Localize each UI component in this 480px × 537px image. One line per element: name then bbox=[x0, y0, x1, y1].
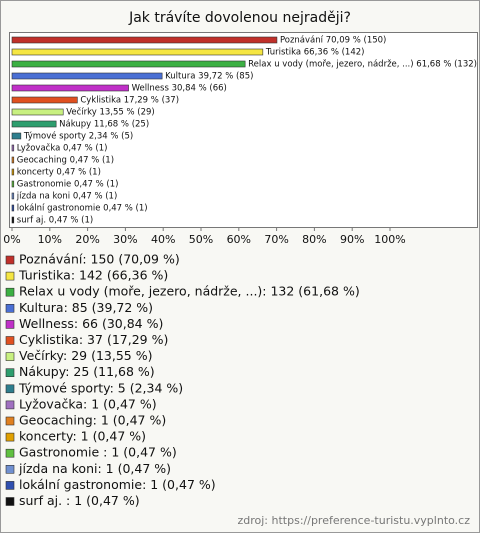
x-tick-label: 10% bbox=[38, 233, 62, 246]
legend-label: Večírky: 29 (13,55 %) bbox=[19, 348, 153, 363]
legend-swatch bbox=[5, 287, 15, 297]
bar-label: Nákupy 11,68 % (25) bbox=[59, 120, 149, 130]
legend-label: Nákupy: 25 (11,68 %) bbox=[19, 364, 155, 379]
bar-label: koncerty 0,47 % (1) bbox=[17, 168, 101, 178]
legend-label: koncerty: 1 (0,47 %) bbox=[19, 429, 146, 444]
legend-label: lokální gastronomie: 1 (0,47 %) bbox=[19, 477, 216, 492]
bar-label: Kultura 39,72 % (85) bbox=[165, 72, 253, 82]
legend-label: jízda na koni: 1 (0,47 %) bbox=[18, 461, 171, 476]
legend-swatch bbox=[5, 384, 15, 394]
legend-swatch bbox=[5, 432, 15, 442]
legend-swatch bbox=[5, 416, 15, 426]
bar-label: Gastronomie 0,47 % (1) bbox=[17, 180, 119, 190]
bar-label: Týmové sporty 2,34 % (5) bbox=[23, 131, 133, 142]
bar bbox=[11, 168, 15, 176]
legend-swatch bbox=[5, 303, 15, 313]
legend-label: Relax u vody (moře, jezero, nádrže, ...)… bbox=[19, 284, 360, 299]
bar bbox=[11, 156, 15, 164]
legend-label: Kultura: 85 (39,72 %) bbox=[19, 300, 153, 315]
x-tick-label: 100% bbox=[374, 233, 405, 246]
bar-label: Poznávání 70,09 % (150) bbox=[280, 36, 386, 46]
legend-swatch bbox=[5, 368, 15, 378]
legend-label: Wellness: 66 (30,84 %) bbox=[19, 316, 163, 331]
x-tick-label: 70% bbox=[264, 233, 288, 246]
x-tick-label: 80% bbox=[302, 233, 326, 246]
legend-swatch bbox=[5, 271, 15, 281]
bar bbox=[11, 96, 78, 104]
bar bbox=[11, 120, 57, 128]
legend-label: Lyžovačka: 1 (0,47 %) bbox=[19, 396, 157, 411]
legend-swatch bbox=[5, 481, 15, 490]
x-tick-label: 50% bbox=[189, 233, 213, 246]
legend-swatch bbox=[5, 448, 15, 458]
chart-title: Jak trávíte dovolenou nejraději? bbox=[128, 10, 351, 26]
legend-label: Týmové sporty: 5 (2,34 %) bbox=[18, 380, 183, 395]
legend-label: Turistika: 142 (66,36 %) bbox=[18, 268, 168, 283]
bar-label: Večírky 13,55 % (29) bbox=[66, 107, 155, 118]
legend-label: Geocaching: 1 (0,47 %) bbox=[19, 413, 166, 428]
legend-label: Cyklistika: 37 (17,29 %) bbox=[19, 332, 168, 347]
bar bbox=[11, 204, 15, 212]
bar bbox=[11, 216, 15, 224]
x-tick-label: 30% bbox=[113, 233, 137, 246]
bar-label: Lyžovačka 0,47 % (1) bbox=[17, 143, 108, 154]
bar bbox=[11, 144, 15, 152]
legend-swatch bbox=[5, 255, 15, 265]
x-tick-label: 0% bbox=[3, 233, 20, 246]
legend-swatch bbox=[5, 352, 15, 361]
bar-label: Relax u vody (moře, jezero, nádrže, ...)… bbox=[248, 60, 477, 70]
x-tick-label: 90% bbox=[340, 233, 364, 246]
x-tick-label: 40% bbox=[151, 233, 175, 246]
bar-label: Turistika 66,36 % (142) bbox=[265, 48, 365, 58]
x-tick-label: 60% bbox=[227, 233, 251, 246]
bar-label: Cyklistika 17,29 % (37) bbox=[80, 96, 179, 106]
bar bbox=[11, 192, 15, 200]
bar-label: Geocaching 0,47 % (1) bbox=[17, 156, 114, 166]
bar bbox=[11, 60, 246, 68]
bar bbox=[11, 48, 264, 56]
bar bbox=[11, 72, 163, 80]
legend-swatch bbox=[5, 497, 15, 506]
source: zdroj: https://preference-turistu.vyplnt… bbox=[237, 514, 470, 527]
bar bbox=[11, 180, 15, 188]
legend-swatch bbox=[5, 464, 15, 474]
bar bbox=[11, 108, 64, 116]
legend-label: surf aj. : 1 (0,47 %) bbox=[19, 493, 140, 508]
bar-label: Wellness 30,84 % (66) bbox=[132, 84, 227, 94]
bar-label: lokální gastronomie 0,47 % (1) bbox=[17, 204, 148, 214]
x-tick-label: 20% bbox=[75, 233, 99, 246]
bar bbox=[11, 84, 129, 92]
legend-label: Poznávání: 150 (70,09 %) bbox=[19, 252, 180, 267]
legend-swatch bbox=[5, 336, 15, 345]
legend-label: Gastronomie : 1 (0,47 %) bbox=[19, 445, 177, 460]
bar-label: surf aj. 0,47 % (1) bbox=[17, 216, 93, 226]
legend-swatch bbox=[5, 320, 15, 329]
bar bbox=[11, 132, 22, 140]
bar-label: jízda na koni 0,47 % (1) bbox=[16, 192, 118, 202]
legend-swatch bbox=[5, 400, 15, 410]
bar bbox=[11, 36, 278, 44]
